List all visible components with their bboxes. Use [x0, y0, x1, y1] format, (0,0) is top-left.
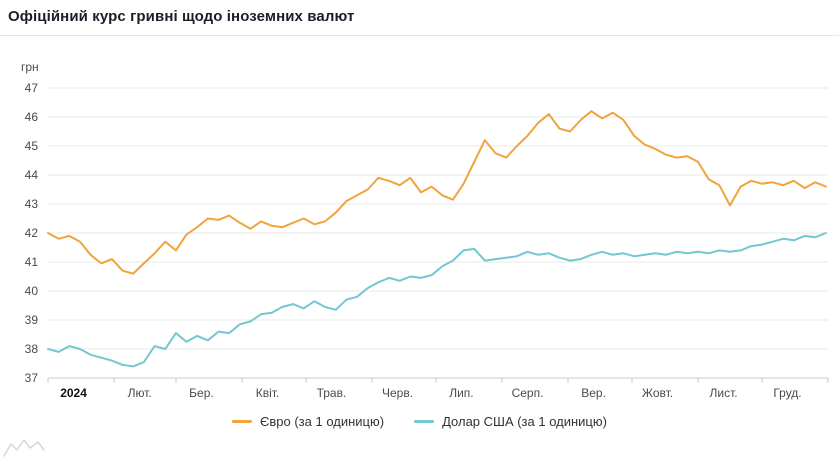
y-axis-label: 44	[24, 168, 38, 182]
y-axis-label: 39	[24, 313, 38, 327]
y-axis-label: 45	[24, 139, 38, 153]
y-axis-label: 40	[24, 284, 38, 298]
x-axis-label: Лист.	[709, 386, 738, 400]
y-axis-label: 47	[24, 81, 38, 95]
y-axis-label: 41	[24, 255, 38, 269]
x-axis-label: Жовт.	[641, 386, 674, 400]
x-axis-label: Бер.	[189, 386, 214, 400]
x-axis-label: 2024	[60, 386, 87, 400]
x-axis-label: Лип.	[449, 386, 474, 400]
y-axis-label: 46	[24, 110, 38, 124]
series-line-euro	[47, 110, 827, 275]
usd-line-marker	[414, 420, 435, 423]
y-axis-unit-label: грн	[21, 60, 39, 74]
watermark-logo	[3, 439, 45, 457]
legend-item-euro[interactable]: Євро (за 1 одиницю)	[232, 414, 384, 429]
y-axis-label: 38	[24, 342, 38, 356]
page-title: Офіційний курс гривні щодо іноземних вал…	[8, 8, 355, 25]
x-axis-label: Черв.	[381, 386, 414, 400]
x-axis-label: Квіт.	[255, 386, 280, 400]
x-axis-label: Серп.	[511, 386, 544, 400]
x-axis-label: Вер.	[581, 386, 606, 400]
series-line-usd	[47, 232, 827, 368]
y-axis-label: 37	[24, 371, 38, 385]
y-axis-label: 43	[24, 197, 38, 211]
legend-item-usd[interactable]: Долар США (за 1 одиницю)	[414, 414, 607, 429]
y-axis-label: 42	[24, 226, 38, 240]
header-divider	[0, 35, 839, 36]
chart-legend: Євро (за 1 одиницю) Долар США (за 1 один…	[0, 414, 839, 429]
x-axis-label: Груд.	[773, 386, 802, 400]
legend-label-usd: Долар США (за 1 одиницю)	[442, 414, 607, 429]
euro-line-marker	[232, 420, 253, 423]
x-axis-label: Лют.	[127, 386, 152, 400]
x-axis-label: Трав.	[316, 386, 347, 400]
legend-label-euro: Євро (за 1 одиницю)	[260, 414, 385, 429]
